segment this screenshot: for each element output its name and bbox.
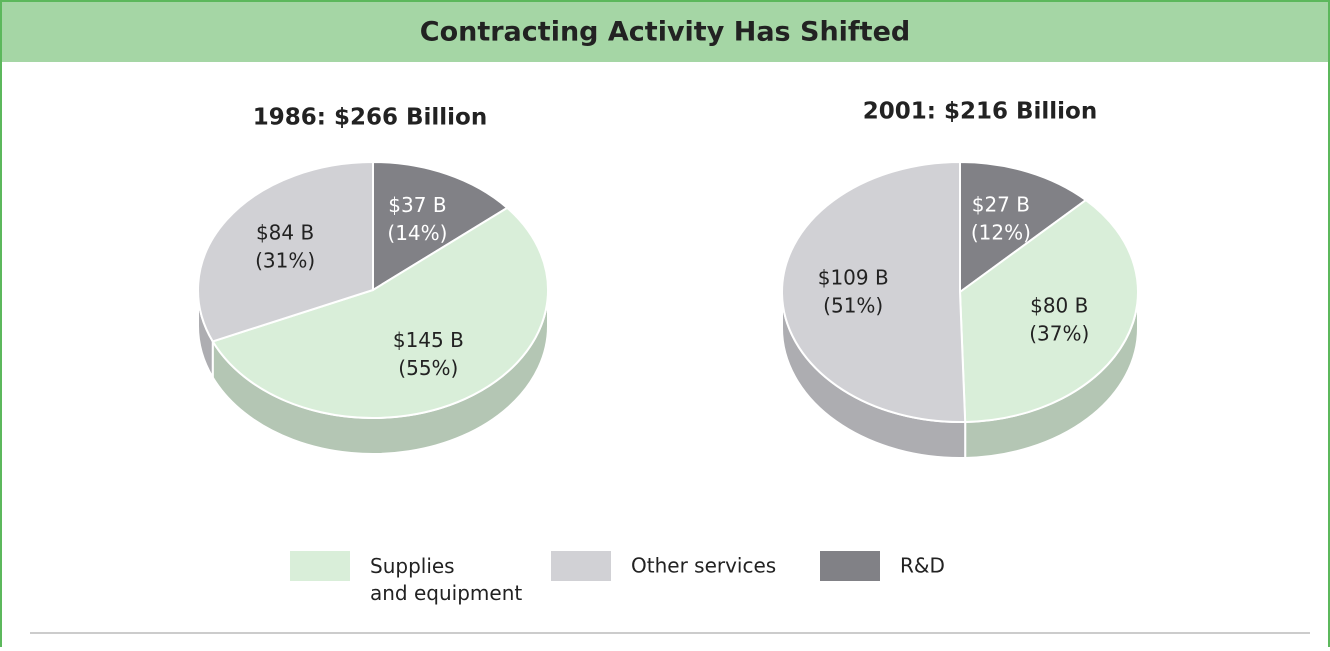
percent-label: (55%) [398,356,458,380]
legend-line: Supplies [370,554,455,578]
header-band [2,2,1328,62]
value-label: $145 B [393,328,464,352]
value-label: $109 B [818,266,889,290]
percent-label: (51%) [823,294,883,318]
legend-swatch [551,551,611,581]
percent-label: (14%) [387,221,447,245]
pie-slice [959,160,1088,294]
pie-slice [781,160,967,423]
pie-title: 2001: $216 Billion [863,99,1097,125]
value-label: $80 B [1030,293,1088,317]
value-label: $27 B [972,192,1030,216]
percent-label: (37%) [1029,321,1089,345]
legend-label: Supplies and equipment [370,554,522,605]
pie-slice [211,206,549,419]
value-label: $37 B [388,193,446,217]
legend-swatch [820,551,880,581]
legend-line: and equipment [370,581,522,605]
percent-label: (12%) [971,220,1031,244]
pie-slice [372,160,509,292]
page-title: Contracting Activity Has Shifted [420,17,910,48]
percent-label: (31%) [255,248,315,272]
legend-label: Other services [631,554,776,578]
value-label: $84 B [256,220,314,244]
legend-swatch [290,551,350,581]
pie-title: 1986: $266 Billion [253,105,487,131]
pie-slice [197,160,374,343]
legend-label: R&D [900,554,945,578]
pie-slice [958,198,1139,423]
